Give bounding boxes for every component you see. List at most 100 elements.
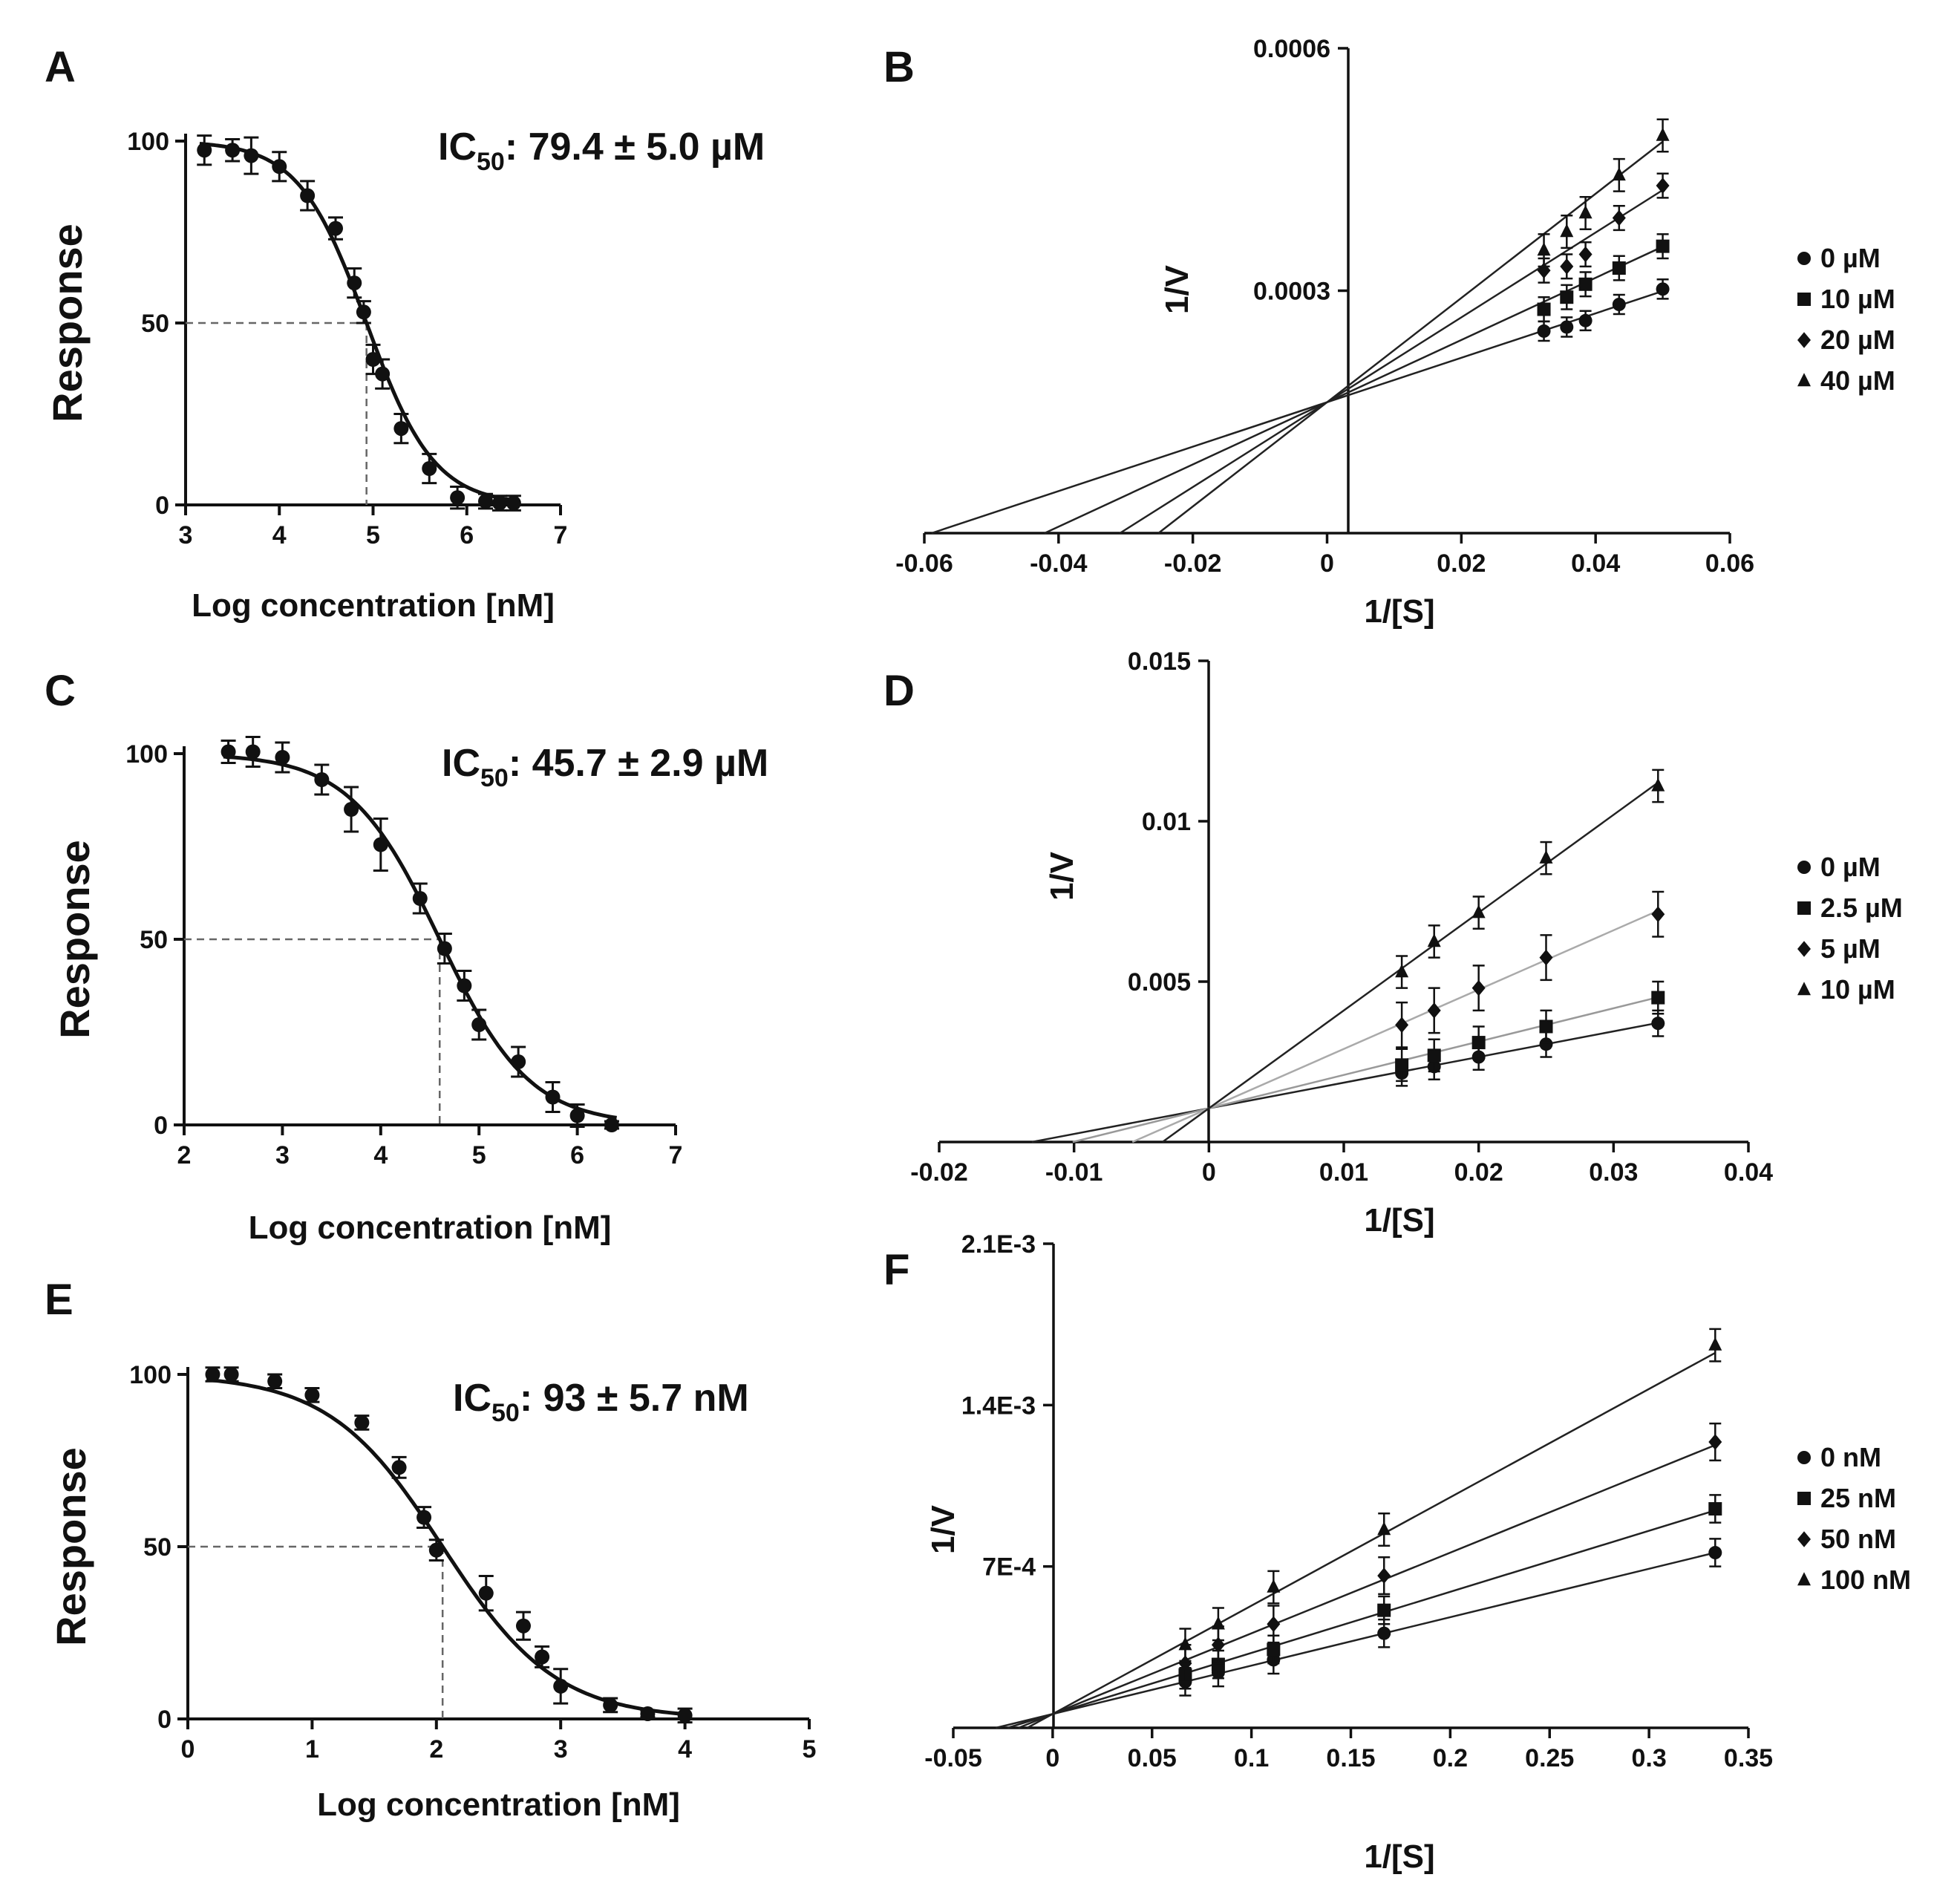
data-point bbox=[457, 978, 472, 993]
data-point bbox=[391, 1460, 407, 1475]
x-tick-label: 0 bbox=[1045, 1744, 1059, 1772]
data-point-square bbox=[1539, 1019, 1553, 1034]
ic50-subscript: 50 bbox=[477, 148, 505, 176]
data-point-triangle bbox=[1539, 849, 1553, 864]
legend-label: 2.5 µM bbox=[1820, 893, 1903, 923]
data-point-circle bbox=[1651, 1017, 1665, 1031]
series-line bbox=[1018, 1444, 1716, 1729]
y-tick-label: 0.015 bbox=[1128, 647, 1191, 676]
data-point bbox=[275, 750, 290, 765]
data-point-triangle bbox=[1427, 933, 1441, 947]
x-tick-label: 0 bbox=[181, 1735, 195, 1763]
y-tick-label: 0.005 bbox=[1128, 968, 1191, 996]
data-point-circle bbox=[1612, 298, 1626, 312]
legend-marker-diamond bbox=[1797, 332, 1811, 348]
panel-label: C bbox=[45, 667, 76, 715]
x-tick-label: 0.15 bbox=[1326, 1744, 1375, 1772]
x-tick-label: 3 bbox=[275, 1141, 290, 1169]
data-point bbox=[244, 148, 259, 163]
data-point bbox=[314, 772, 330, 787]
y-tick-label: 50 bbox=[141, 310, 169, 338]
data-point bbox=[569, 1108, 585, 1123]
data-point bbox=[545, 1089, 561, 1105]
x-tick-label: 0.02 bbox=[1454, 1158, 1503, 1187]
x-axis-label: 1/[S] bbox=[1364, 593, 1434, 630]
data-point-triangle bbox=[1471, 904, 1486, 918]
data-point bbox=[225, 143, 241, 158]
x-tick-label: 6 bbox=[460, 521, 474, 549]
data-point-square bbox=[1560, 290, 1574, 304]
data-point-triangle bbox=[1612, 167, 1626, 181]
panel-B: B -0.06 -0.04 -0.02 0 0.02 0.04 0.06 0.0003 0.000… bbox=[883, 35, 1895, 630]
data-point-diamond bbox=[1377, 1567, 1391, 1584]
legend-label: 0 µM bbox=[1820, 852, 1881, 882]
y-tick-label: 0 bbox=[155, 492, 169, 520]
data-point bbox=[393, 421, 409, 437]
y-tick-label: 0.01 bbox=[1142, 808, 1191, 836]
y-axis-label: 1/V bbox=[925, 1504, 961, 1554]
legend-label: 40 µM bbox=[1820, 365, 1895, 396]
x-tick-label: 3 bbox=[554, 1735, 568, 1763]
x-tick-label: 0.02 bbox=[1437, 549, 1486, 578]
data-point bbox=[328, 221, 343, 236]
data-point-diamond bbox=[1395, 1017, 1409, 1034]
data-point-triangle bbox=[1377, 1521, 1391, 1536]
series-line bbox=[1044, 246, 1664, 535]
panel-label: F bbox=[883, 1246, 909, 1294]
data-point-diamond bbox=[1539, 949, 1553, 966]
data-point-triangle bbox=[1211, 1616, 1225, 1630]
data-point-square bbox=[1427, 1048, 1441, 1063]
data-point bbox=[437, 941, 452, 956]
data-point-triangle bbox=[1651, 777, 1665, 792]
legend-marker-circle bbox=[1797, 861, 1811, 874]
series-line bbox=[1162, 781, 1659, 1143]
x-tick-label: 2 bbox=[177, 1141, 192, 1169]
data-point bbox=[344, 802, 359, 817]
x-tick-label: 5 bbox=[803, 1735, 817, 1763]
data-point-triangle bbox=[1656, 127, 1670, 141]
x-tick-label: 4 bbox=[678, 1735, 692, 1763]
y-axis-label: 1/V bbox=[1044, 851, 1080, 901]
x-tick-label: 0.04 bbox=[1571, 549, 1620, 578]
x-tick-label: 0.03 bbox=[1589, 1158, 1638, 1187]
data-point bbox=[416, 1510, 432, 1525]
data-point-diamond bbox=[1578, 246, 1592, 263]
data-point-square bbox=[1537, 302, 1551, 316]
data-point bbox=[640, 1706, 656, 1722]
data-point-circle bbox=[1377, 1626, 1391, 1640]
y-axis-label: Response bbox=[51, 840, 98, 1039]
series-line bbox=[931, 290, 1663, 535]
panel-label: A bbox=[45, 43, 76, 91]
x-tick-label: -0.04 bbox=[1030, 549, 1088, 578]
x-axis-label: Log concentration [nM] bbox=[317, 1787, 680, 1823]
legend: 0 µM 2.5 µM 5 µM 10 µM bbox=[1797, 852, 1903, 1005]
legend-label: 50 nM bbox=[1820, 1524, 1896, 1554]
legend-marker-square bbox=[1797, 1492, 1811, 1505]
data-point-square bbox=[1656, 239, 1670, 253]
legend-marker-circle bbox=[1797, 1451, 1811, 1464]
ic50-value: : 45.7 ± 2.9 µM bbox=[509, 742, 768, 785]
x-axis-label: 1/[S] bbox=[1364, 1838, 1434, 1875]
y-axis-label: Response bbox=[48, 1447, 94, 1646]
data-point bbox=[450, 490, 466, 506]
data-point bbox=[603, 1697, 618, 1713]
data-point bbox=[267, 1374, 283, 1389]
data-point bbox=[272, 159, 287, 174]
x-tick-label: -0.02 bbox=[1164, 549, 1222, 578]
data-point-circle bbox=[1708, 1546, 1722, 1560]
legend-marker-triangle bbox=[1797, 982, 1811, 996]
series-line bbox=[1027, 1351, 1716, 1729]
data-point-diamond bbox=[1178, 1655, 1192, 1671]
data-point bbox=[373, 837, 388, 852]
panel-label: B bbox=[883, 43, 915, 91]
y-tick-label: 0.0006 bbox=[1253, 35, 1330, 63]
y-tick-label: 2.1E-3 bbox=[961, 1230, 1036, 1259]
y-tick-label: 50 bbox=[140, 926, 168, 954]
ic50-subscript: 50 bbox=[491, 1399, 520, 1427]
legend-label: 0 µM bbox=[1820, 243, 1881, 273]
data-point bbox=[375, 366, 391, 382]
legend-label: 25 nM bbox=[1820, 1483, 1896, 1513]
legend-marker-triangle bbox=[1797, 373, 1811, 387]
data-point-circle bbox=[1537, 324, 1551, 338]
